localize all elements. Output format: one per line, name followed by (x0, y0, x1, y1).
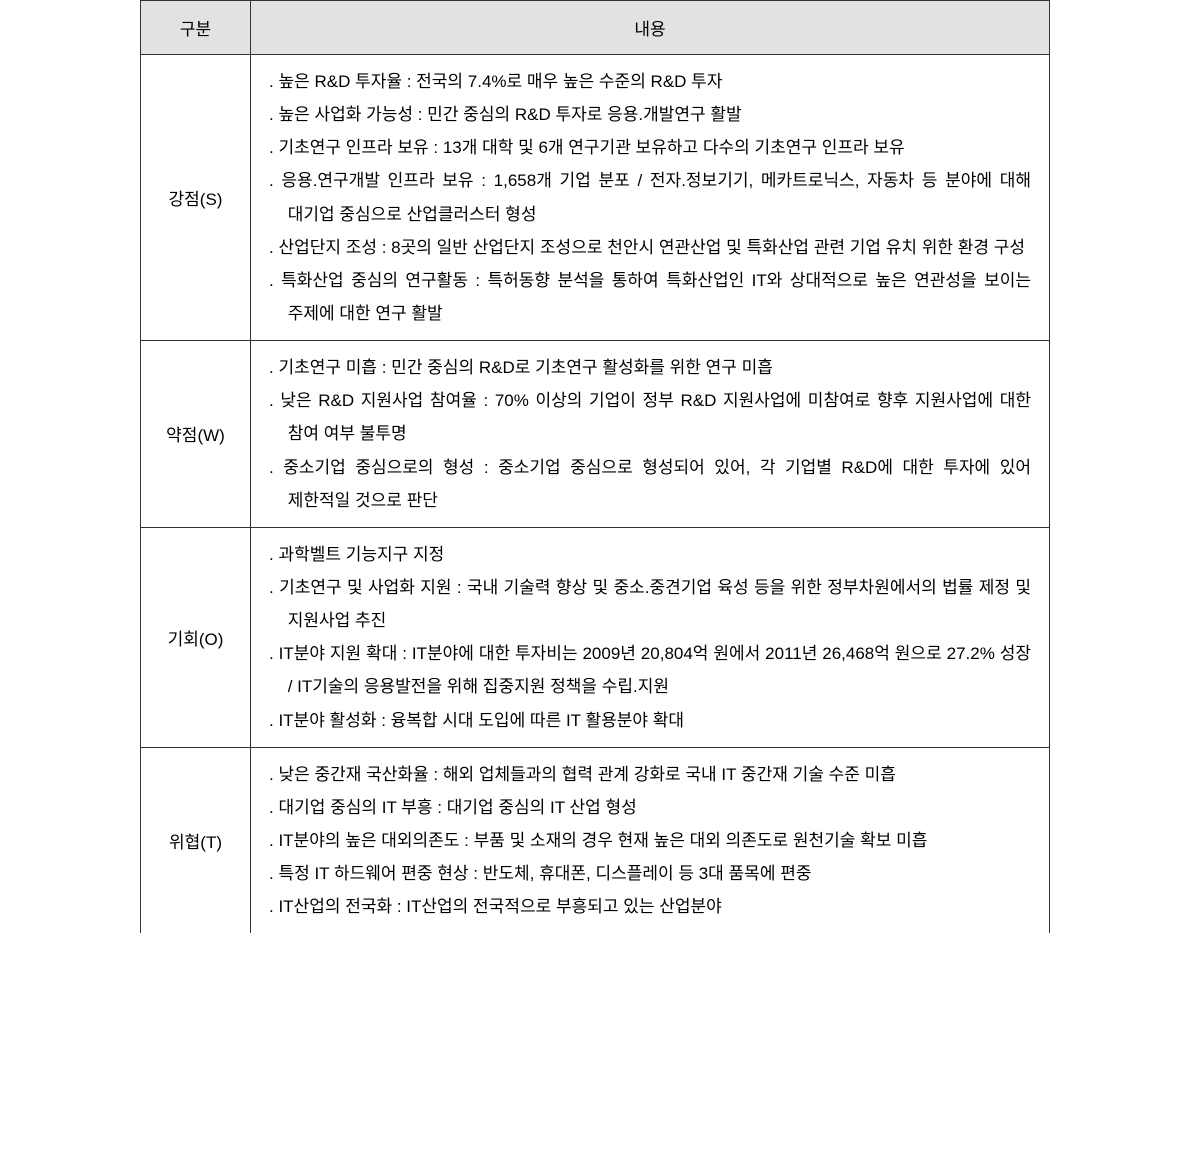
list-item: . 기초연구 인프라 보유 : 13개 대학 및 6개 연구기관 보유하고 다수… (269, 131, 1031, 164)
list-item: . 높은 R&D 투자율 : 전국의 7.4%로 매우 높은 수준의 R&D 투… (269, 65, 1031, 98)
list-item: . 대기업 중심의 IT 부흥 : 대기업 중심의 IT 산업 형성 (269, 791, 1031, 824)
list-item: . 특정 IT 하드웨어 편중 현상 : 반도체, 휴대폰, 디스플레이 등 3… (269, 857, 1031, 890)
col-header-category: 구분 (141, 1, 251, 55)
table-header-row: 구분 내용 (141, 1, 1050, 55)
list-item: . 기초연구 미흡 : 민간 중심의 R&D로 기초연구 활성화를 위한 연구 … (269, 351, 1031, 384)
page-wrap: 구분 내용 강점(S) . 높은 R&D 투자율 : 전국의 7.4%로 매우 … (0, 0, 1190, 953)
list-item: . IT분야 활성화 : 융복합 시대 도입에 따른 IT 활용분야 확대 (269, 704, 1031, 737)
list-item: . 특화산업 중심의 연구활동 : 특허동향 분석을 통하여 특화산업인 IT와… (269, 264, 1031, 330)
list-item: . 산업단지 조성 : 8곳의 일반 산업단지 조성으로 천안시 연관산업 및 … (269, 231, 1031, 264)
row-content-w: . 기초연구 미흡 : 민간 중심의 R&D로 기초연구 활성화를 위한 연구 … (251, 341, 1050, 528)
list-item: . IT분야의 높은 대외의존도 : 부품 및 소재의 경우 현재 높은 대외 … (269, 824, 1031, 857)
list-item: . 과학벨트 기능지구 지정 (269, 538, 1031, 571)
list-item: . 낮은 중간재 국산화율 : 해외 업체들과의 협력 관계 강화로 국내 IT… (269, 758, 1031, 791)
list-item: . 중소기업 중심으로의 형성 : 중소기업 중심으로 형성되어 있어, 각 기… (269, 451, 1031, 517)
list-item: . 낮은 R&D 지원사업 참여율 : 70% 이상의 기업이 정부 R&D 지… (269, 384, 1031, 450)
row-content-o: . 과학벨트 기능지구 지정 . 기초연구 및 사업화 지원 : 국내 기술력 … (251, 527, 1050, 747)
row-category-t: 위협(T) (141, 747, 251, 933)
list-item: . 응용.연구개발 인프라 보유 : 1,658개 기업 분포 / 전자.정보기… (269, 164, 1031, 230)
col-header-content: 내용 (251, 1, 1050, 55)
list-item: . IT분야 지원 확대 : IT분야에 대한 투자비는 2009년 20,80… (269, 637, 1031, 703)
row-content-s: . 높은 R&D 투자율 : 전국의 7.4%로 매우 높은 수준의 R&D 투… (251, 55, 1050, 341)
list-item: . 높은 사업화 가능성 : 민간 중심의 R&D 투자로 응용.개발연구 활발 (269, 98, 1031, 131)
list-item: . IT산업의 전국화 : IT산업의 전국적으로 부흥되고 있는 산업분야 (269, 890, 1031, 923)
row-category-w: 약점(W) (141, 341, 251, 528)
list-item: . 기초연구 및 사업화 지원 : 국내 기술력 향상 및 중소.중견기업 육성… (269, 571, 1031, 637)
table-row: 약점(W) . 기초연구 미흡 : 민간 중심의 R&D로 기초연구 활성화를 … (141, 341, 1050, 528)
table-row: 위협(T) . 낮은 중간재 국산화율 : 해외 업체들과의 협력 관계 강화로… (141, 747, 1050, 933)
row-category-o: 기회(O) (141, 527, 251, 747)
row-category-s: 강점(S) (141, 55, 251, 341)
row-content-t: . 낮은 중간재 국산화율 : 해외 업체들과의 협력 관계 강화로 국내 IT… (251, 747, 1050, 933)
swot-table: 구분 내용 강점(S) . 높은 R&D 투자율 : 전국의 7.4%로 매우 … (140, 0, 1050, 933)
table-row: 강점(S) . 높은 R&D 투자율 : 전국의 7.4%로 매우 높은 수준의… (141, 55, 1050, 341)
table-row: 기회(O) . 과학벨트 기능지구 지정 . 기초연구 및 사업화 지원 : 국… (141, 527, 1050, 747)
